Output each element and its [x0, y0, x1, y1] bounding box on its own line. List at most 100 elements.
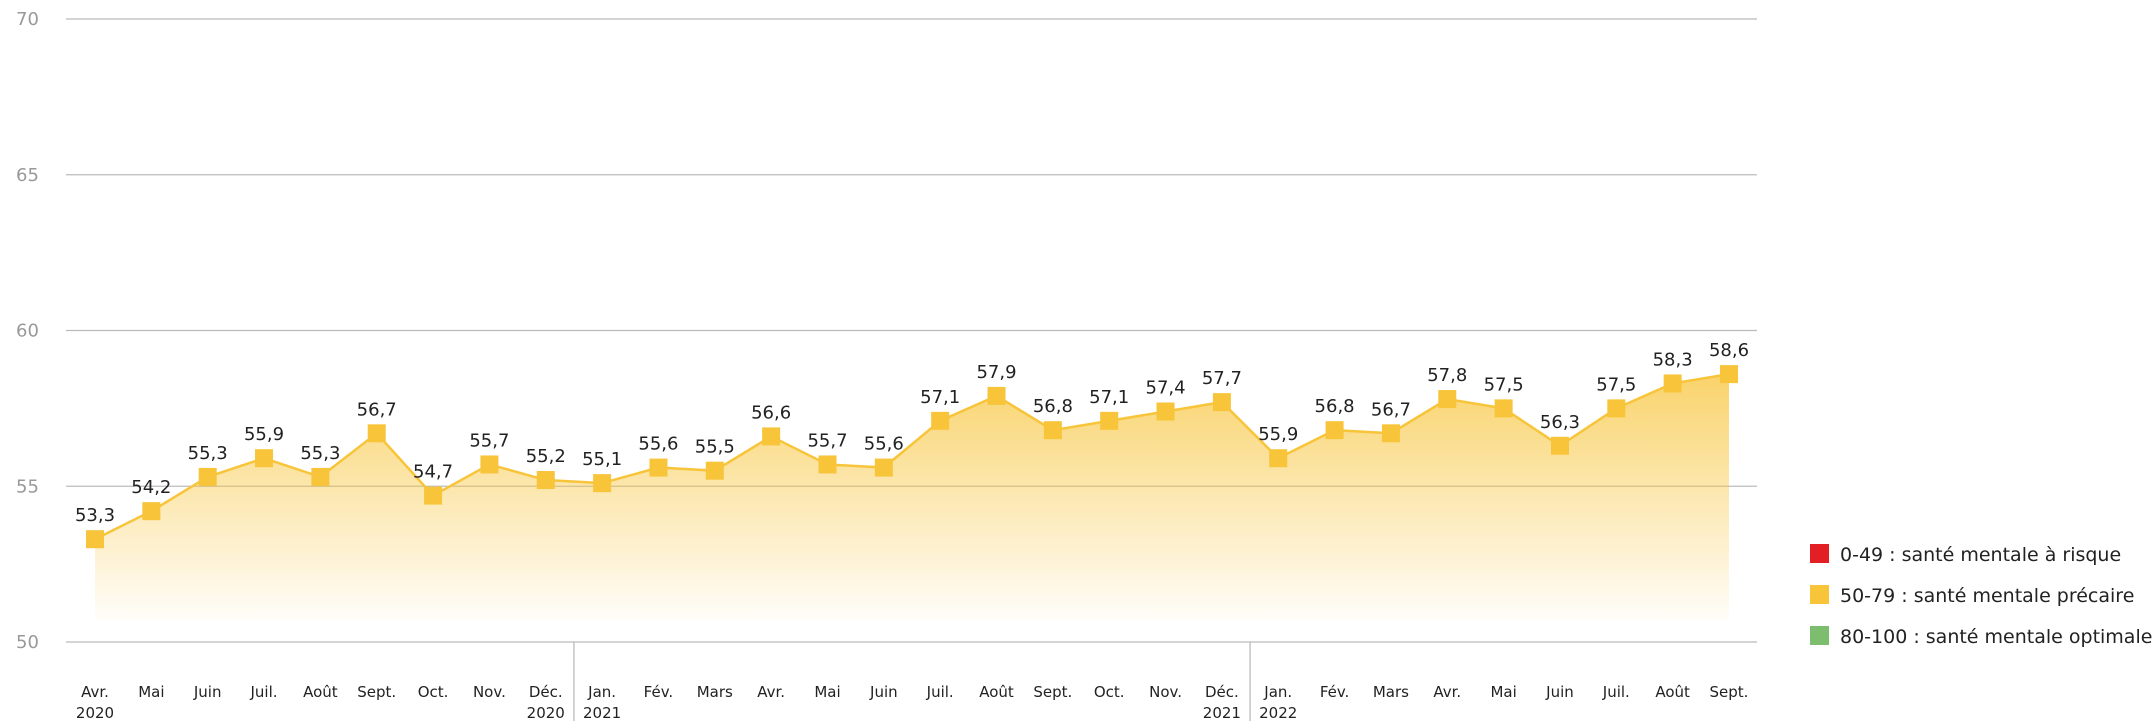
value-label: 57,4 [1146, 377, 1186, 398]
value-label: 55,9 [1258, 424, 1298, 445]
value-label: 57,1 [1089, 387, 1129, 408]
legend-label: 50-79 : santé mentale précaire [1840, 585, 2134, 607]
legend-swatch [1810, 585, 1829, 604]
x-tick-label: Juil. [926, 683, 954, 701]
value-label: 57,1 [920, 387, 960, 408]
line [94, 372, 1730, 541]
marker [1043, 421, 1062, 440]
value-label: 55,9 [244, 424, 284, 445]
marker [705, 461, 724, 480]
marker [1438, 390, 1457, 409]
legend-label: 80-100 : santé mentale optimale [1840, 626, 2152, 648]
marker [593, 474, 612, 493]
legend-label: 0-49 : santé mentale à risque [1840, 544, 2121, 566]
value-label: 57,8 [1427, 365, 1467, 386]
x-tick-label: Nov. [1149, 683, 1182, 701]
value-label: 57,5 [1596, 374, 1636, 395]
marker [311, 467, 330, 486]
marker [1381, 424, 1400, 443]
marker [1720, 365, 1738, 384]
x-tick-label: Juin [193, 683, 222, 701]
value-label: 55,7 [469, 430, 509, 451]
value-label: 57,7 [1202, 368, 1242, 389]
value-label: 56,8 [1315, 396, 1355, 417]
marker [931, 411, 950, 430]
x-tick-label: Juin [869, 683, 898, 701]
x-tick-label: Juil. [250, 683, 278, 701]
marker [874, 458, 893, 477]
x-tick-label: Juin [1545, 683, 1574, 701]
marker [1100, 411, 1119, 430]
area [95, 374, 1729, 620]
x-tick-label: Mars [1373, 683, 1409, 701]
x-tick-label: Avr. [1433, 683, 1461, 701]
x-tick-label: Août [303, 683, 338, 701]
x-tick-label: Mai [138, 683, 164, 701]
x-tick-label: Oct. [1094, 683, 1125, 701]
y-tick-label: 60 [16, 321, 39, 342]
marker [1550, 436, 1569, 455]
marker [480, 455, 499, 474]
value-label: 54,7 [413, 462, 453, 483]
marker [1156, 402, 1175, 421]
x-tick-label: Mars [697, 683, 733, 701]
x-tick-label: Oct. [418, 683, 449, 701]
x-tick-label: Sept. [1033, 683, 1072, 701]
x-tick-label: Fév. [1320, 683, 1350, 701]
value-label: 58,6 [1709, 340, 1749, 361]
marker [142, 502, 161, 521]
marker [1269, 449, 1288, 468]
value-label: 55,3 [300, 443, 340, 464]
x-tick-label: Jan. 2021 [583, 683, 621, 721]
marker [86, 530, 104, 549]
y-tick-label: 55 [16, 476, 39, 497]
marker [198, 467, 217, 486]
x-tick-label: Déc. 2021 [1203, 683, 1241, 721]
x-tick-label: Déc. 2020 [527, 683, 565, 721]
marker [1663, 374, 1682, 393]
value-label: 56,7 [1371, 399, 1411, 420]
x-tick-label: Fév. [644, 683, 674, 701]
x-tick-label: Août [1655, 683, 1690, 701]
marker [1325, 421, 1344, 440]
x-tick-label: Sept. [357, 683, 396, 701]
x-tick-label: Juil. [1602, 683, 1630, 701]
value-label: 57,5 [1484, 374, 1524, 395]
value-label: 54,2 [131, 477, 171, 498]
marker [649, 458, 668, 477]
x-tick-label: Sept. [1710, 683, 1749, 701]
legend-swatch [1810, 626, 1829, 645]
value-label: 57,9 [976, 362, 1016, 383]
x-tick-label: Mai [1490, 683, 1516, 701]
x-tick-label: Mai [814, 683, 840, 701]
marker [536, 471, 555, 490]
value-label: 56,3 [1540, 412, 1580, 433]
x-tick-label: Nov. [473, 683, 506, 701]
value-label: 55,5 [695, 437, 735, 458]
value-label: 55,6 [638, 434, 678, 455]
marker [424, 486, 443, 505]
y-tick-label: 70 [16, 9, 39, 30]
value-label: 55,1 [582, 449, 622, 470]
marker [1607, 399, 1626, 418]
legend-swatch [1810, 544, 1829, 563]
value-label: 55,2 [526, 446, 566, 467]
marker [1494, 399, 1513, 418]
value-label: 56,6 [751, 402, 791, 423]
value-label: 56,7 [357, 399, 397, 420]
marker [255, 449, 274, 468]
marker [818, 455, 837, 474]
value-label: 58,3 [1653, 349, 1693, 370]
marker [762, 427, 781, 446]
marker [367, 424, 386, 443]
marker [987, 386, 1006, 405]
value-label: 56,8 [1033, 396, 1073, 417]
y-tick-label: 50 [16, 632, 39, 653]
x-tick-label: Avr. [757, 683, 785, 701]
value-label: 55,6 [864, 434, 904, 455]
value-label: 53,3 [75, 505, 115, 526]
x-tick-label: Avr. 2020 [76, 683, 114, 721]
value-label: 55,7 [807, 430, 847, 451]
x-tick-label: Jan. 2022 [1259, 683, 1297, 721]
